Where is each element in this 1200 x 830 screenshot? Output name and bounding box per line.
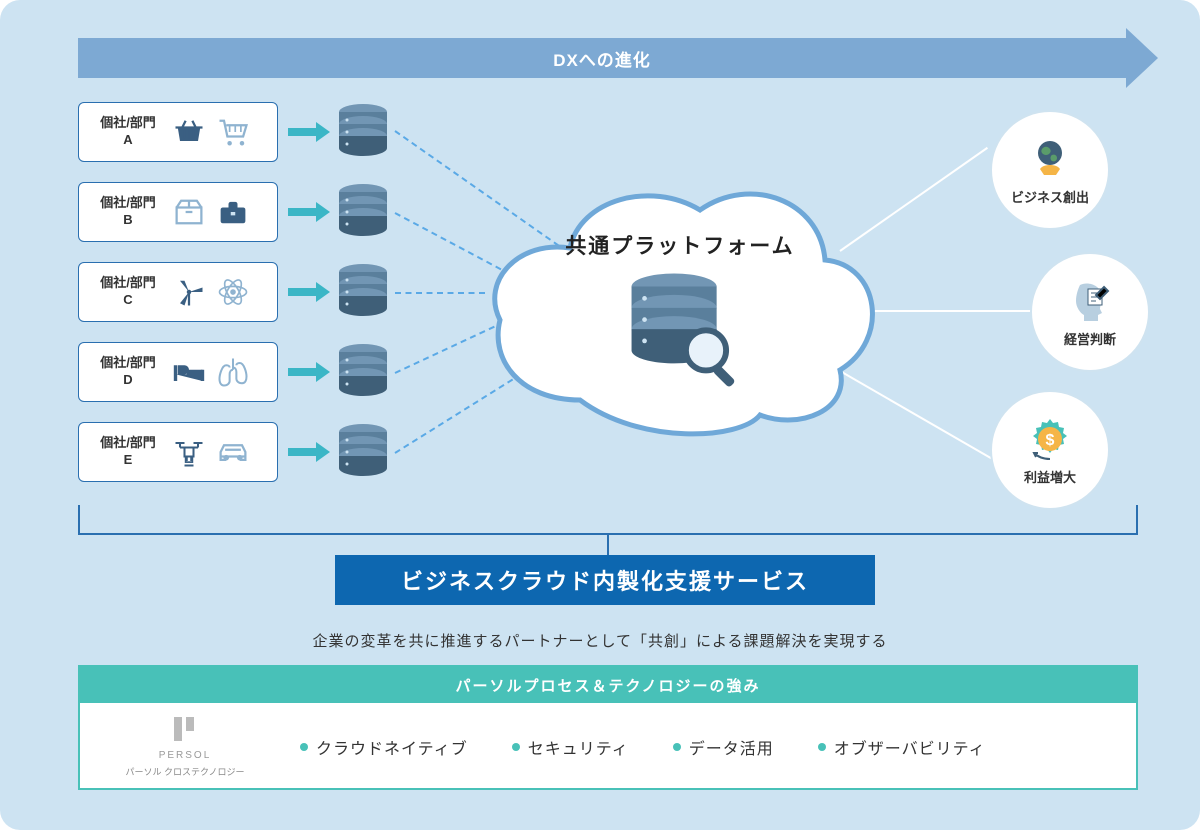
database-icon-e — [335, 422, 391, 482]
dx-arrow-label: DXへの進化 — [553, 46, 651, 71]
department-c: 個社/部門C — [78, 262, 278, 322]
globe-hand-icon — [1026, 135, 1074, 183]
department-e: 個社/部門E — [78, 422, 278, 482]
bullet-item: データ活用 — [673, 735, 774, 759]
svg-text:$: $ — [1046, 432, 1055, 449]
database-icon-d — [335, 342, 391, 402]
flow-arrow-c — [288, 285, 330, 299]
lungs-icon — [215, 354, 251, 390]
basket-icon — [171, 114, 207, 150]
flow-arrow-b — [288, 205, 330, 219]
database-icon-c — [335, 262, 391, 322]
gear-dollar-icon: $ — [1026, 415, 1074, 463]
strength-bullets: クラウドネイティブ セキュリティ データ活用 オブザーバビリティ — [300, 735, 986, 759]
flow-arrow-a — [288, 125, 330, 139]
bullet-item: クラウドネイティブ — [300, 735, 468, 759]
department-a: 個社/部門A — [78, 102, 278, 162]
atom-icon — [215, 274, 251, 310]
dx-evolution-arrow: DXへの進化 — [78, 38, 1158, 78]
outcome-connector — [870, 310, 1040, 312]
department-b: 個社/部門B — [78, 182, 278, 242]
strength-header: パーソルプロセス＆テクノロジーの強み — [80, 667, 1136, 703]
common-platform-cloud: 共通プラットフォーム — [470, 170, 890, 450]
department-d: 個社/部門D — [78, 342, 278, 402]
outcome-business-creation: ビジネス創出 — [990, 110, 1110, 230]
cloud-title: 共通プラットフォーム — [470, 230, 890, 260]
bed-icon — [171, 354, 207, 390]
flow-arrow-d — [288, 365, 330, 379]
drone-icon — [171, 434, 207, 470]
package-icon — [171, 194, 207, 230]
cart-icon — [215, 114, 251, 150]
persol-logo: PERSOL パーソル クロステクノロジー — [100, 715, 270, 778]
diagram-canvas: DXへの進化 個社/部門A 個社/部門B 個社/部門C — [0, 0, 1200, 830]
head-document-icon — [1066, 277, 1114, 325]
bullet-item: オブザーバビリティ — [818, 735, 986, 759]
outcome-profit-increase: $ 利益増大 — [990, 390, 1110, 510]
windmill-icon — [171, 274, 207, 310]
database-icon-a — [335, 102, 391, 162]
platform-database-icon — [615, 270, 745, 400]
scope-bracket — [78, 505, 1138, 535]
persol-logo-mark — [168, 715, 202, 743]
database-icon-b — [335, 182, 391, 242]
strength-box: パーソルプロセス＆テクノロジーの強み PERSOL パーソル クロステクノロジー… — [78, 665, 1138, 790]
bullet-item: セキュリティ — [512, 735, 629, 759]
briefcase-icon — [215, 194, 251, 230]
service-title-box: ビジネスクラウド内製化支援サービス — [335, 555, 875, 605]
flow-arrow-e — [288, 445, 330, 459]
subtitle-text: 企業の変革を共に推進するパートナーとして「共創」による課題解決を実現する — [0, 630, 1200, 651]
outcome-management-decision: 経営判断 — [1030, 252, 1150, 372]
car-icon — [215, 434, 251, 470]
